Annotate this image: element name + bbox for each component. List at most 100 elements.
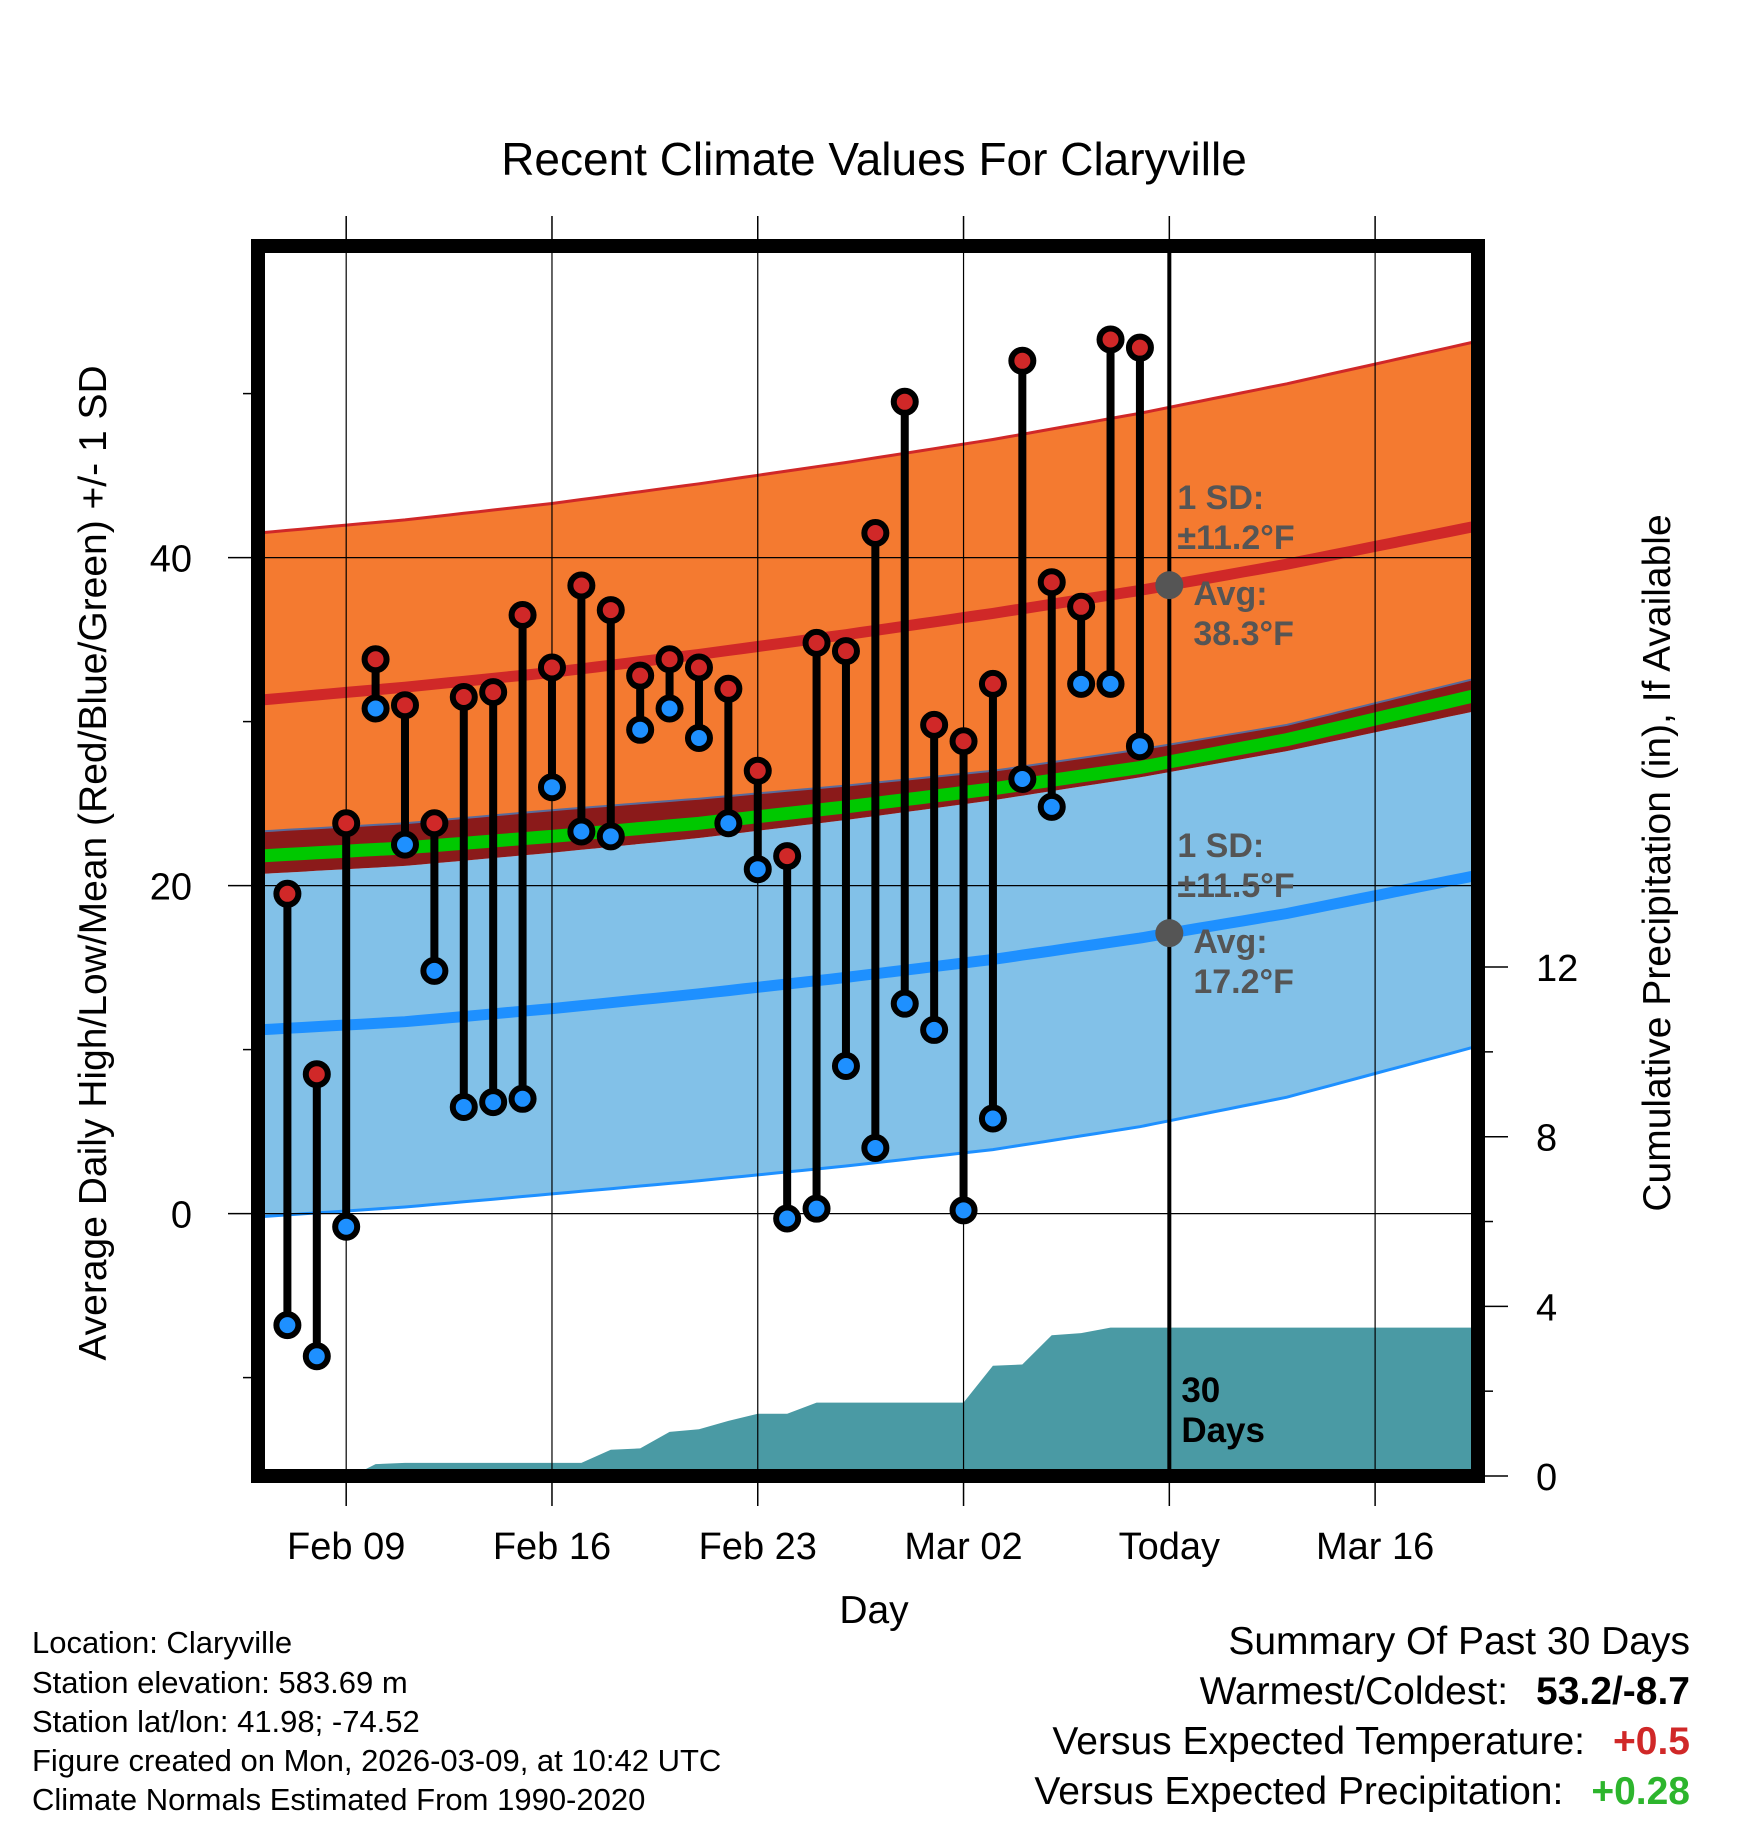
x-tick-label: Mar 02 xyxy=(904,1526,1022,1568)
summary-warmest-row: Warmest/Coldest: 53.2/-8.7 xyxy=(1200,1670,1690,1714)
precip-area xyxy=(352,1328,1478,1476)
warmest-label: Warmest/Coldest: xyxy=(1200,1670,1508,1713)
daily-low-point xyxy=(365,697,387,719)
x-tick-label: Feb 09 xyxy=(287,1526,405,1568)
daily-high-point xyxy=(953,730,975,752)
daily-low-point xyxy=(541,776,563,798)
daily-low-point xyxy=(776,1208,798,1230)
x-tick-label: Today xyxy=(1119,1526,1220,1568)
daily-low-point xyxy=(747,858,769,880)
daily-low-point xyxy=(659,697,681,719)
y-tick-label: 20 xyxy=(150,867,192,909)
daily-high-point xyxy=(894,391,916,413)
daily-low-point xyxy=(335,1216,357,1238)
daily-low-point xyxy=(512,1088,534,1110)
daily-low-point xyxy=(806,1198,828,1220)
daily-low-point xyxy=(482,1091,504,1113)
daily-high-point xyxy=(776,845,798,867)
summary-title: Summary Of Past 30 Days xyxy=(1228,1620,1690,1664)
footer-normals: Climate Normals Estimated From 1990-2020 xyxy=(32,1782,645,1818)
climate-chart: Recent Climate Values For Claryville 1 S… xyxy=(0,0,1748,1828)
low-avg-value: 17.2°F xyxy=(1193,963,1294,1001)
temp-value: +0.5 xyxy=(1613,1720,1690,1764)
plot-area xyxy=(258,246,1478,1476)
high-avg-value: 38.3°F xyxy=(1193,615,1294,653)
y2-axis-label: Cumulative Precipitation (in), If Availa… xyxy=(1636,514,1679,1211)
y-tick-label: 40 xyxy=(150,539,192,581)
daily-low-point xyxy=(923,1019,945,1041)
days-30-label: 30 xyxy=(1181,1371,1220,1410)
footer-created: Figure created on Mon, 2026-03-09, at 10… xyxy=(32,1743,721,1779)
daily-low-point xyxy=(1041,796,1063,818)
daily-low-point xyxy=(394,834,416,856)
daily-low-point xyxy=(1129,735,1151,757)
low-avg-label: Avg: xyxy=(1193,923,1267,961)
y2-tick-label: 12 xyxy=(1536,948,1578,990)
daily-high-point xyxy=(600,599,622,621)
daily-low-point xyxy=(1100,673,1122,695)
footer-latlon: Station lat/lon: 41.98; -74.52 xyxy=(32,1704,420,1740)
daily-low-point xyxy=(982,1107,1004,1129)
daily-low-point xyxy=(453,1096,475,1118)
daily-high-point xyxy=(453,686,475,708)
y-axis-label: Average Daily High/Low/Mean (Red/Blue/Gr… xyxy=(72,365,115,1360)
summary-temp-row: Versus Expected Temperature: +0.5 xyxy=(1052,1720,1690,1764)
daily-high-point xyxy=(659,648,681,670)
daily-high-point xyxy=(982,673,1004,695)
daily-high-point xyxy=(276,883,298,905)
daily-low-point xyxy=(953,1199,975,1221)
y2-tick-label: 8 xyxy=(1536,1118,1557,1160)
summary-precip-row: Versus Expected Precipitation: +0.28 xyxy=(1034,1770,1690,1814)
daily-high-point xyxy=(629,665,651,687)
daily-high-point xyxy=(1011,350,1033,372)
daily-high-point xyxy=(306,1063,328,1085)
daily-high-point xyxy=(541,656,563,678)
precip-label: Versus Expected Precipitation: xyxy=(1034,1770,1563,1813)
daily-high-point xyxy=(335,812,357,834)
x-tick-label: Feb 23 xyxy=(699,1526,817,1568)
daily-low-point xyxy=(570,820,592,842)
daily-high-point xyxy=(365,648,387,670)
daily-low-point xyxy=(1011,768,1033,790)
x-axis-label: Day xyxy=(839,1589,909,1632)
daily-high-point xyxy=(923,714,945,736)
low-sd-value: ±11.5°F xyxy=(1177,867,1294,905)
daily-low-point xyxy=(306,1345,328,1367)
x-tick-label: Feb 16 xyxy=(493,1526,611,1568)
daily-high-point xyxy=(1129,337,1151,359)
high-avg-label: Avg: xyxy=(1193,575,1267,613)
daily-high-point xyxy=(688,656,710,678)
today-high-normal-marker xyxy=(1155,571,1183,599)
daily-high-point xyxy=(1100,328,1122,350)
daily-low-point xyxy=(1070,673,1092,695)
daily-low-point xyxy=(835,1055,857,1077)
daily-low-point xyxy=(629,719,651,741)
daily-low-point xyxy=(717,812,739,834)
daily-low-point xyxy=(894,993,916,1015)
daily-high-point xyxy=(864,522,886,544)
x-tick-label: Mar 16 xyxy=(1316,1526,1434,1568)
y2-tick-label: 4 xyxy=(1536,1287,1557,1329)
days-word-label: Days xyxy=(1181,1411,1265,1450)
y2-tick-label: 0 xyxy=(1536,1457,1557,1499)
daily-high-point xyxy=(717,678,739,700)
daily-high-point xyxy=(1070,596,1092,618)
chart-title: Recent Climate Values For Claryville xyxy=(501,133,1247,185)
high-sd-label: 1 SD: xyxy=(1177,479,1264,517)
low-sd-label: 1 SD: xyxy=(1177,827,1264,865)
daily-low-point xyxy=(423,960,445,982)
daily-low-point xyxy=(276,1314,298,1336)
daily-high-point xyxy=(423,812,445,834)
daily-high-point xyxy=(835,640,857,662)
daily-high-point xyxy=(806,632,828,654)
today-low-normal-marker xyxy=(1155,919,1183,947)
y-tick-label: 0 xyxy=(171,1195,192,1237)
daily-high-point xyxy=(482,681,504,703)
daily-high-point xyxy=(747,760,769,782)
footer-location: Location: Claryville xyxy=(32,1625,292,1661)
daily-high-point xyxy=(570,574,592,596)
daily-high-point xyxy=(1041,571,1063,593)
daily-low-point xyxy=(688,727,710,749)
daily-low-point xyxy=(600,825,622,847)
warmest-value: 53.2/-8.7 xyxy=(1536,1670,1690,1714)
